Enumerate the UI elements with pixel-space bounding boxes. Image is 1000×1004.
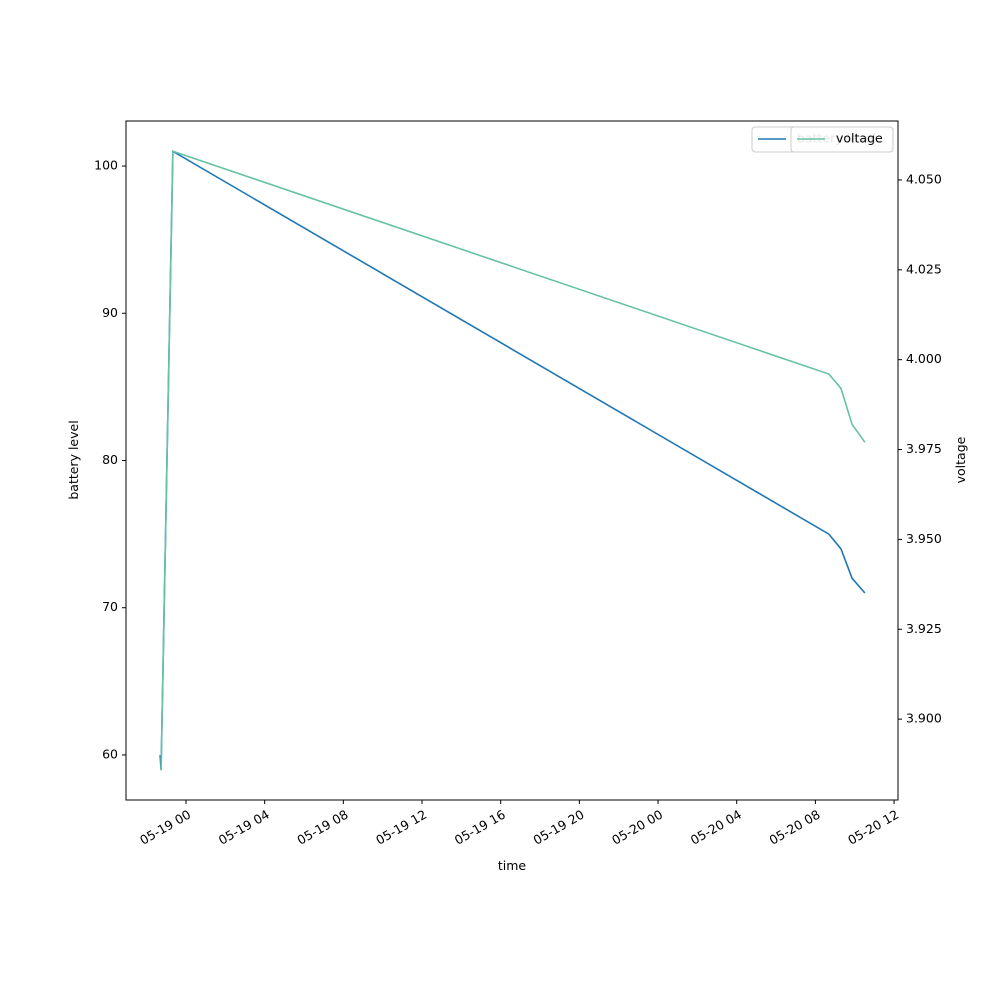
- y2-tick-label: 3.975: [906, 441, 942, 456]
- x-tick-label: 05-19 16: [452, 807, 508, 848]
- y2-axis-label: voltage: [953, 436, 968, 483]
- x-tick-label: 05-20 04: [688, 807, 744, 848]
- x-tick-label: 05-19 20: [530, 807, 586, 848]
- y-tick-label: 80: [102, 452, 118, 467]
- y2-tick-label: 3.925: [906, 621, 942, 636]
- y2-tick-label: 3.950: [906, 531, 942, 546]
- y-tick-label: 100: [94, 158, 118, 173]
- y2-tick-label: 4.000: [906, 351, 942, 366]
- x-tick-label: 05-20 00: [609, 807, 665, 848]
- y-tick-label: 60: [102, 746, 118, 761]
- x-axis-label: time: [498, 858, 527, 873]
- legend-label: voltage: [836, 131, 883, 146]
- y-tick-label: 70: [102, 599, 118, 614]
- y-axis-label: battery level: [66, 420, 81, 499]
- x-tick-label: 05-19 12: [373, 807, 429, 848]
- y2-tick-label: 4.025: [906, 261, 942, 276]
- x-tick-label: 05-19 04: [216, 807, 272, 848]
- series-line: [159, 149, 866, 770]
- x-tick-label: 05-20 12: [845, 807, 901, 848]
- y-tick-label: 90: [102, 305, 118, 320]
- x-tick-label: 05-20 08: [766, 807, 822, 848]
- y2-tick-label: 4.050: [906, 171, 942, 186]
- x-tick-label: 05-19 00: [137, 807, 193, 848]
- plot-frame: [125, 120, 899, 801]
- legend: voltage: [790, 126, 894, 153]
- y2-tick-label: 3.900: [906, 711, 942, 726]
- x-tick-label: 05-19 08: [294, 807, 350, 848]
- legend-box: [790, 126, 894, 153]
- series-line: [160, 150, 866, 771]
